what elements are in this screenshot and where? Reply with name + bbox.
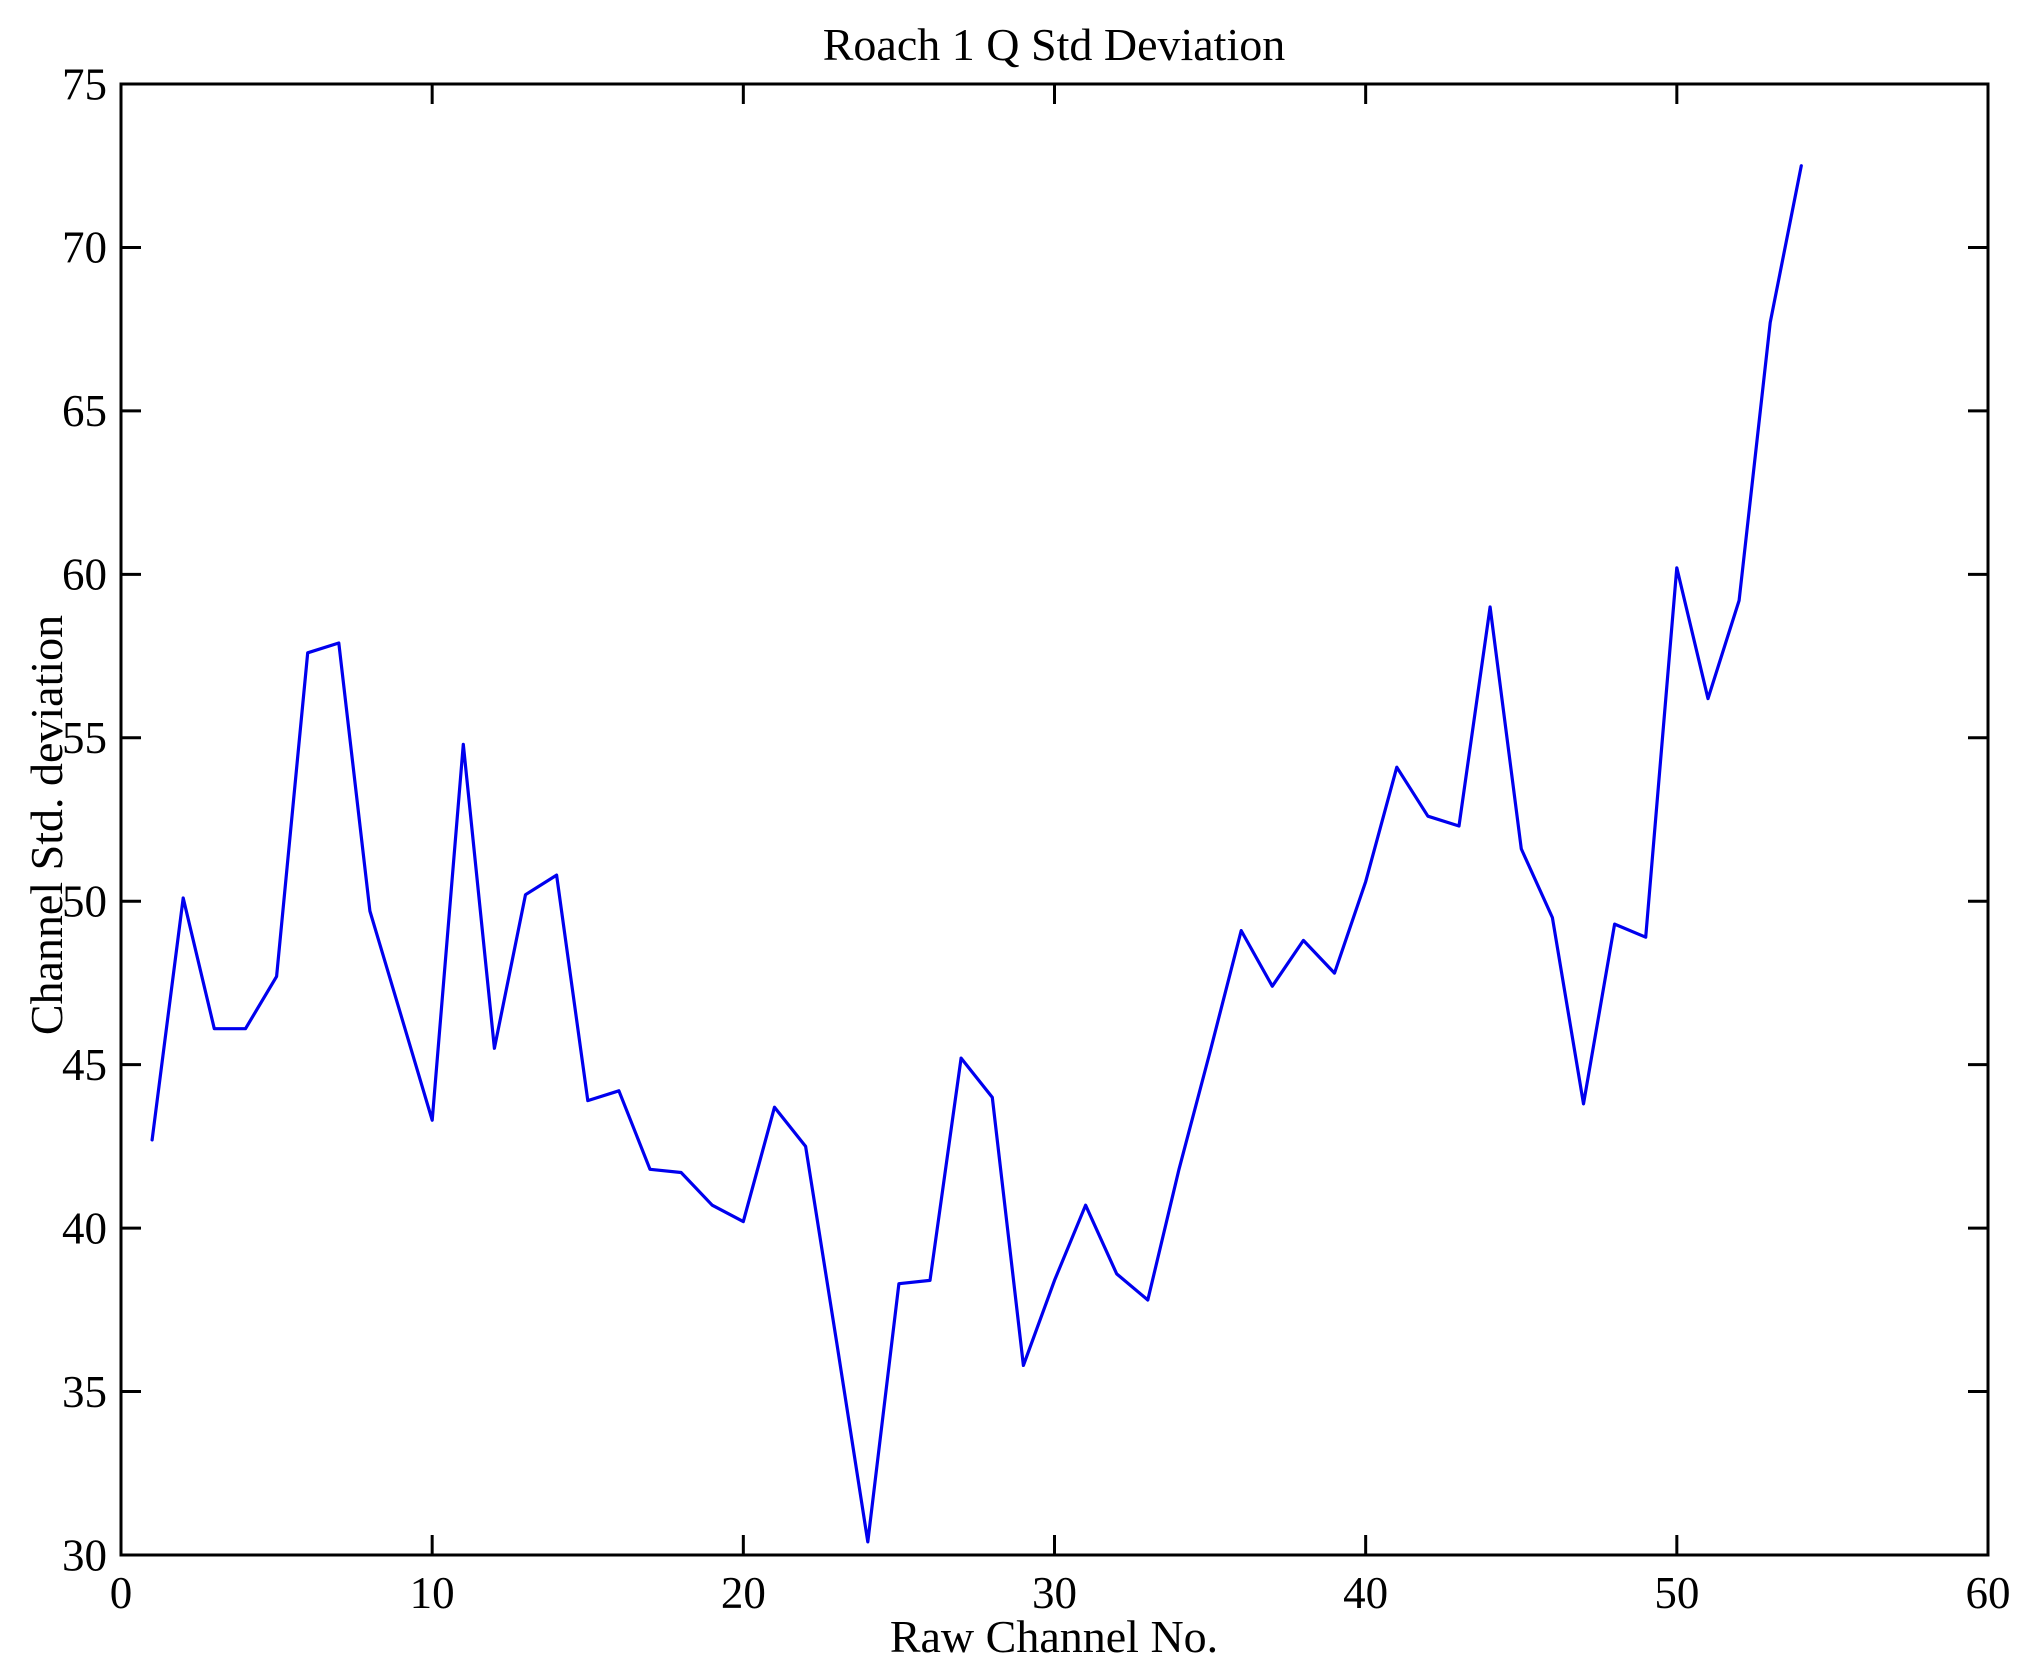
y-tick-label: 45 [62, 1040, 107, 1090]
y-tick-label: 65 [62, 386, 107, 436]
data-line [150, 164, 1803, 1544]
y-tick-label: 30 [62, 1530, 107, 1580]
plot-box [119, 82, 1990, 1557]
x-axis-label: Raw Channel No. [890, 1611, 1218, 1662]
x-tick-label: 20 [721, 1568, 766, 1618]
y-tick-label: 55 [62, 713, 107, 763]
x-tick-label: 10 [410, 1568, 455, 1618]
x-tick-label: 30 [1032, 1568, 1077, 1618]
x-tick-label: 50 [1654, 1568, 1699, 1618]
y-tick-label: 70 [62, 223, 107, 273]
y-tick-label: 50 [62, 877, 107, 927]
y-tick-label: 40 [62, 1203, 107, 1253]
y-tick-label: 35 [62, 1367, 107, 1417]
y-tick-label: 75 [62, 59, 107, 109]
x-tick-label: 60 [1966, 1568, 2011, 1618]
x-tick-label: 40 [1343, 1568, 1388, 1618]
plot-area: 0 10 20 30 40 50 60 30 35 40 45 50 55 60 65 70 75 [62, 59, 2011, 1618]
chart-title: Roach 1 Q Std Deviation [823, 19, 1286, 70]
y-axis-label: Channel Std. deviation [21, 615, 72, 1035]
y-tick-label: 60 [62, 550, 107, 600]
x-tick-label: 0 [110, 1568, 133, 1618]
